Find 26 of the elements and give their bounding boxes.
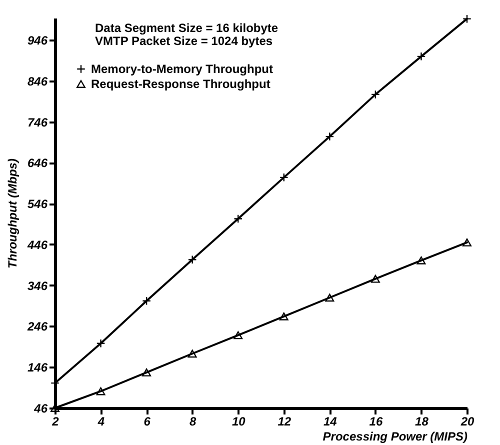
- y-tick-label: 946: [27, 34, 48, 48]
- x-tick-label: 20: [460, 414, 474, 428]
- annotation: Data Segment Size = 16 kilobyte: [95, 21, 278, 35]
- x-axis-title: Processing Power (MIPS): [322, 430, 468, 444]
- x-tick-label: 10: [232, 414, 246, 428]
- y-tick-label: 46: [33, 402, 48, 416]
- y-tick-label: 546: [27, 197, 48, 212]
- annotation: VMTP Packet Size = 1024 bytes: [95, 34, 273, 48]
- x-tick-label: 14: [323, 414, 338, 428]
- x-tick-label: 6: [144, 414, 151, 428]
- x-tick-label: 16: [369, 414, 383, 428]
- legend-label: Request-Response Throughput: [91, 77, 270, 91]
- y-axis-title: Throughput (Mbps): [5, 158, 20, 268]
- y-tick-label: 746: [27, 115, 48, 130]
- y-tick-label: 346: [27, 278, 48, 293]
- x-tick-label: 8: [189, 414, 196, 428]
- x-tick-label: 4: [96, 414, 105, 428]
- y-tick-label: 246: [26, 320, 48, 334]
- legend-label: Memory-to-Memory Throughput: [91, 62, 273, 76]
- y-tick-label: 846: [27, 74, 48, 88]
- x-tick-label: 2: [51, 414, 60, 428]
- y-tick-label: 446: [26, 238, 48, 252]
- y-tick-label: 146: [27, 360, 48, 375]
- y-tick-label: 646: [27, 156, 48, 170]
- x-tick-label: 12: [278, 414, 292, 428]
- x-tick-label: 18: [415, 414, 429, 428]
